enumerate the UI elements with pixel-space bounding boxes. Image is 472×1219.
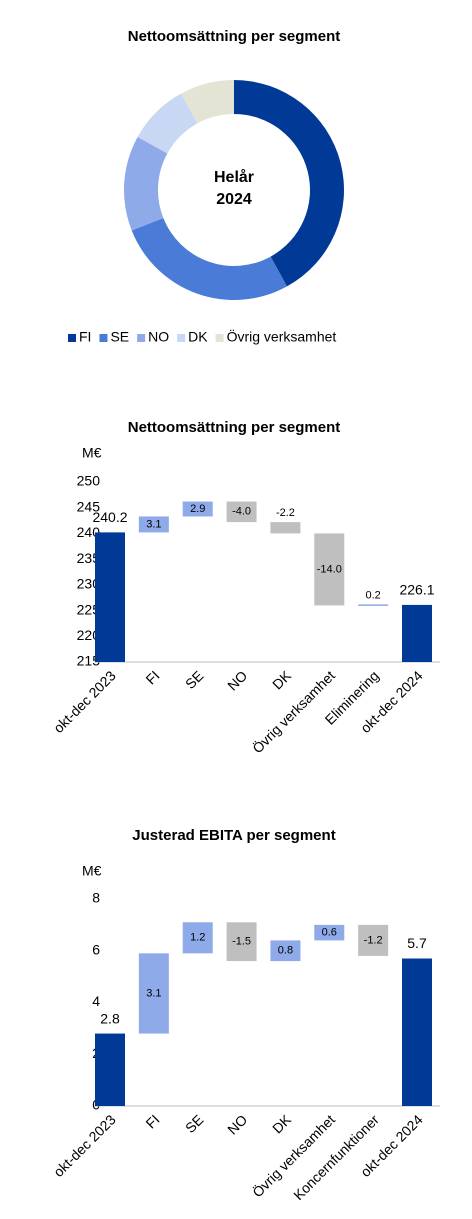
legend-swatch — [68, 334, 76, 342]
x-tick-label: FI — [142, 667, 162, 687]
x-tick-label: okt-dec 2023 — [50, 1111, 119, 1180]
legend-swatch — [137, 334, 146, 342]
bar — [402, 604, 432, 662]
legend-label: DK — [188, 329, 208, 345]
donut-segment — [131, 217, 287, 300]
x-tick-label: NO — [224, 667, 250, 693]
y-tick-label: 8 — [92, 890, 100, 906]
data-label: 2.9 — [190, 503, 205, 515]
legend-label: SE — [110, 329, 129, 345]
x-tick-label: SE — [182, 1111, 207, 1136]
legend-swatch — [177, 334, 186, 342]
data-label: -4.0 — [232, 506, 251, 518]
bar — [95, 532, 125, 662]
chart-title: Nettoomsättning per segment — [128, 419, 341, 436]
bar — [402, 958, 432, 1106]
data-label: 1.2 — [190, 932, 205, 944]
y-tick-label: 235 — [77, 550, 101, 566]
legend-label: FI — [79, 329, 91, 345]
x-tick-label: Övrig verksamhet — [248, 667, 338, 757]
y-tick-label: 230 — [77, 576, 101, 592]
x-tick-label: Övrig verksamhet — [248, 1111, 338, 1201]
y-tick-label: 250 — [77, 473, 101, 489]
data-label: 2.8 — [100, 1010, 120, 1026]
y-tick-label: 6 — [92, 941, 100, 957]
data-label: 3.1 — [146, 518, 161, 530]
data-label: -2.2 — [276, 507, 295, 519]
x-tick-label: DK — [269, 667, 295, 693]
bar — [138, 516, 169, 533]
data-label: -1.5 — [232, 936, 251, 948]
legend-label: Övrig verksamhet — [227, 328, 337, 345]
data-label: 5.7 — [407, 935, 427, 951]
center-label: 2024 — [216, 191, 252, 208]
data-label: 226.1 — [399, 582, 434, 598]
donut-segment — [234, 80, 344, 287]
data-label: 0.2 — [365, 589, 380, 601]
y-tick-label: 225 — [77, 601, 101, 617]
bar — [314, 533, 345, 606]
y-tick-label: 220 — [77, 627, 101, 643]
donut-segment — [137, 93, 198, 154]
data-label: 0.8 — [278, 945, 293, 957]
y-axis-label: M€ — [82, 445, 102, 461]
data-label: -1.2 — [364, 934, 383, 946]
bar — [358, 604, 389, 606]
bar — [95, 1033, 125, 1106]
x-tick-label: DK — [269, 1111, 295, 1137]
bar — [270, 940, 301, 962]
y-tick-label: 240 — [77, 524, 101, 540]
data-label: 3.1 — [146, 987, 161, 999]
bar — [182, 922, 213, 954]
center-label: Helår — [214, 168, 254, 186]
x-tick-label: okt-dec 2023 — [50, 667, 119, 736]
bar — [182, 501, 213, 517]
y-tick-label: 245 — [77, 498, 101, 514]
x-tick-label: SE — [182, 667, 207, 692]
chart-title: Justerad EBITA per segment — [132, 827, 335, 844]
legend-swatch — [215, 334, 224, 342]
legend-label: NO — [148, 329, 169, 345]
chart-title: Nettoomsättning per segment — [128, 28, 341, 45]
donut-segment — [123, 137, 168, 231]
x-tick-label: FI — [142, 1111, 162, 1131]
data-label: -14.0 — [317, 563, 342, 575]
y-axis-label: M€ — [82, 863, 102, 879]
bar — [270, 522, 301, 534]
legend-swatch — [99, 334, 108, 342]
bar — [226, 922, 257, 962]
donut-segment — [181, 80, 234, 124]
bar — [314, 924, 345, 941]
y-tick-label: 215 — [77, 653, 101, 669]
data-label: 240.2 — [92, 509, 127, 525]
bar — [358, 924, 389, 956]
bar — [138, 953, 169, 1034]
y-tick-label: 4 — [92, 993, 100, 1009]
data-label: 0.6 — [322, 927, 337, 939]
bar — [226, 501, 257, 523]
x-tick-label: NO — [224, 1111, 250, 1137]
